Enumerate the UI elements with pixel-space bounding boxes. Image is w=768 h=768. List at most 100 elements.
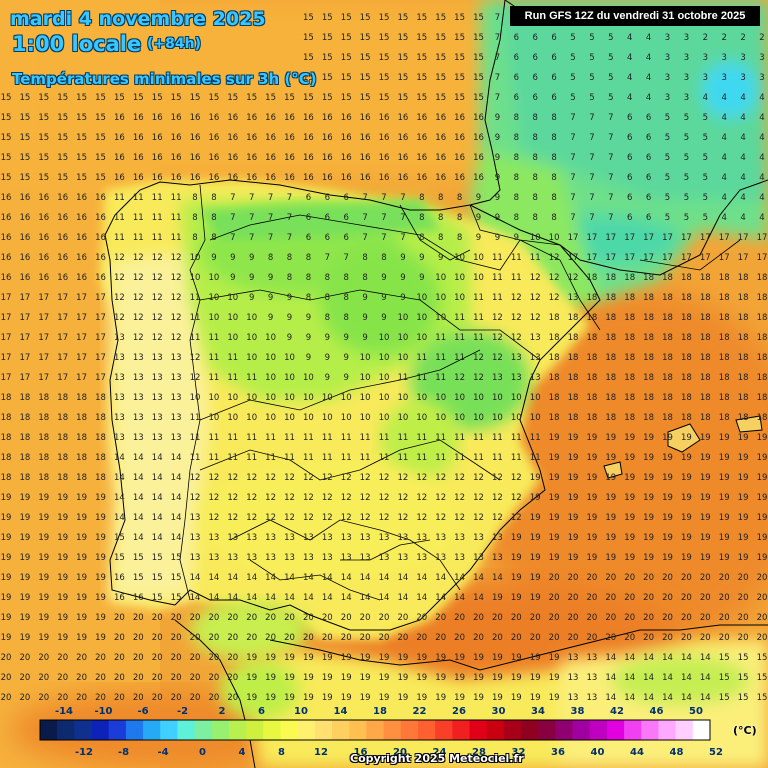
svg-text:14: 14: [473, 573, 484, 583]
svg-text:12: 12: [322, 513, 333, 523]
svg-text:18: 18: [605, 293, 616, 303]
svg-text:16: 16: [435, 133, 446, 143]
svg-text:5: 5: [665, 213, 670, 223]
svg-text:15: 15: [360, 53, 371, 63]
svg-text:16: 16: [473, 153, 484, 163]
svg-text:18: 18: [586, 333, 597, 343]
svg-text:18: 18: [76, 393, 87, 403]
scale-bottom-label: 24: [433, 747, 447, 758]
svg-text:8: 8: [325, 313, 330, 323]
scale-swatch: [91, 720, 110, 740]
svg-text:16: 16: [190, 153, 201, 163]
svg-text:20: 20: [700, 633, 711, 643]
svg-text:18: 18: [605, 313, 616, 323]
svg-text:17: 17: [1, 293, 12, 303]
svg-text:15: 15: [114, 533, 125, 543]
svg-text:18: 18: [700, 273, 711, 283]
svg-text:20: 20: [379, 633, 390, 643]
svg-text:19: 19: [586, 513, 597, 523]
svg-text:16: 16: [171, 173, 182, 183]
svg-text:2: 2: [740, 33, 745, 43]
svg-text:15: 15: [19, 93, 30, 103]
svg-text:13: 13: [114, 393, 125, 403]
svg-text:20: 20: [38, 693, 49, 703]
svg-text:19: 19: [681, 553, 692, 563]
svg-text:15: 15: [397, 13, 408, 23]
svg-text:19: 19: [757, 433, 768, 443]
svg-text:10: 10: [416, 313, 427, 323]
svg-text:11: 11: [190, 293, 201, 303]
svg-text:15: 15: [416, 33, 427, 43]
svg-text:15: 15: [454, 73, 465, 83]
svg-text:11: 11: [492, 433, 503, 443]
svg-text:10: 10: [360, 413, 371, 423]
svg-text:10: 10: [246, 353, 257, 363]
svg-text:14: 14: [700, 673, 711, 683]
svg-text:16: 16: [171, 133, 182, 143]
svg-text:13: 13: [435, 533, 446, 543]
svg-text:12: 12: [473, 473, 484, 483]
svg-text:16: 16: [397, 113, 408, 123]
svg-text:20: 20: [643, 613, 654, 623]
svg-text:12: 12: [473, 353, 484, 363]
svg-text:14: 14: [492, 573, 503, 583]
svg-text:8: 8: [287, 273, 292, 283]
svg-text:9: 9: [362, 313, 367, 323]
svg-text:20: 20: [719, 633, 730, 643]
svg-text:9: 9: [476, 233, 481, 243]
svg-text:19: 19: [57, 573, 68, 583]
scale-swatch: [160, 720, 178, 740]
svg-text:18: 18: [681, 373, 692, 383]
svg-text:19: 19: [265, 673, 276, 683]
svg-text:11: 11: [190, 333, 201, 343]
svg-text:19: 19: [568, 553, 579, 563]
svg-text:12: 12: [492, 473, 503, 483]
svg-text:20: 20: [643, 573, 654, 583]
svg-text:12: 12: [265, 513, 276, 523]
svg-text:19: 19: [568, 493, 579, 503]
svg-text:8: 8: [362, 253, 367, 263]
svg-text:19: 19: [76, 613, 87, 623]
svg-text:14: 14: [152, 533, 163, 543]
svg-text:20: 20: [190, 653, 201, 663]
svg-text:6: 6: [551, 93, 556, 103]
svg-text:15: 15: [473, 33, 484, 43]
svg-text:16: 16: [208, 133, 219, 143]
svg-text:14: 14: [643, 653, 654, 663]
svg-text:18: 18: [662, 393, 673, 403]
svg-text:18: 18: [605, 393, 616, 403]
svg-text:15: 15: [397, 53, 408, 63]
svg-text:20: 20: [624, 633, 635, 643]
svg-text:14: 14: [341, 573, 352, 583]
svg-text:13: 13: [341, 553, 352, 563]
svg-text:5: 5: [608, 53, 613, 63]
svg-text:20: 20: [549, 613, 560, 623]
svg-text:17: 17: [700, 233, 711, 243]
svg-text:12: 12: [133, 293, 144, 303]
svg-text:19: 19: [757, 533, 768, 543]
svg-text:19: 19: [530, 513, 541, 523]
svg-text:13: 13: [171, 433, 182, 443]
svg-text:19: 19: [643, 473, 654, 483]
svg-text:15: 15: [114, 553, 125, 563]
svg-text:12: 12: [492, 333, 503, 343]
svg-text:14: 14: [265, 573, 276, 583]
svg-text:10: 10: [265, 393, 276, 403]
svg-text:16: 16: [190, 113, 201, 123]
svg-text:4: 4: [759, 153, 764, 163]
svg-text:19: 19: [95, 613, 106, 623]
svg-text:19: 19: [379, 693, 390, 703]
svg-text:18: 18: [38, 393, 49, 403]
svg-text:20: 20: [624, 573, 635, 583]
svg-text:11: 11: [303, 433, 314, 443]
svg-text:12: 12: [265, 493, 276, 503]
svg-text:15: 15: [360, 73, 371, 83]
svg-text:19: 19: [700, 553, 711, 563]
svg-text:12: 12: [511, 493, 522, 503]
svg-text:19: 19: [700, 533, 711, 543]
svg-text:4: 4: [646, 53, 651, 63]
svg-text:19: 19: [303, 653, 314, 663]
svg-text:15: 15: [416, 53, 427, 63]
svg-text:17: 17: [1, 353, 12, 363]
svg-text:10: 10: [265, 333, 276, 343]
